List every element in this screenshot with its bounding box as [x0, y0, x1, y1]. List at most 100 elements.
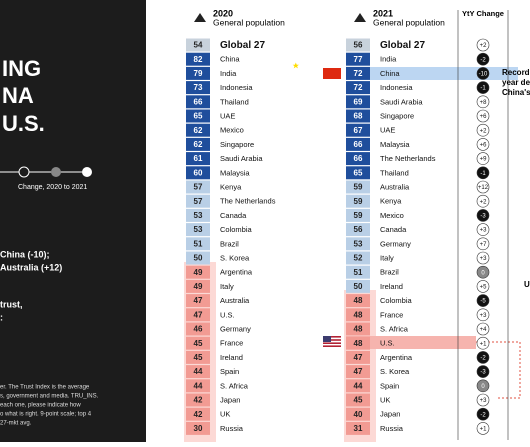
value-label: 72: [354, 69, 363, 78]
change-label: -10: [479, 71, 488, 77]
value-label: 60: [194, 168, 203, 177]
value-cell: [346, 66, 370, 80]
value-label: 79: [194, 69, 203, 78]
value-cell: [186, 194, 210, 208]
value-label: 59: [354, 197, 363, 206]
value-label: 42: [194, 410, 203, 419]
change-circle: [476, 422, 490, 435]
country: France: [380, 310, 403, 319]
footnote-line: s, government and media. TRU_INS.: [0, 394, 99, 400]
change-circle: [476, 180, 490, 194]
value-cell: [186, 407, 210, 421]
country: U.S.: [380, 339, 395, 348]
value-label: 82: [194, 55, 203, 64]
value-label: 66: [354, 140, 363, 149]
value-cell: [346, 194, 370, 208]
country: Japan: [380, 410, 400, 419]
change-circle: [476, 365, 490, 378]
country: Mexico: [380, 211, 404, 220]
country: Ireland: [380, 282, 403, 291]
change-label: 0: [481, 384, 485, 390]
country: Colombia: [220, 225, 253, 234]
value-cell: [186, 294, 210, 308]
value-label: 46: [194, 325, 203, 334]
value-cell: [346, 52, 370, 66]
country: Kenya: [380, 197, 402, 206]
change-circle: [476, 166, 490, 180]
change-label: +3: [480, 398, 488, 404]
change-circle: [476, 67, 490, 80]
change-circle: [476, 52, 490, 66]
value-cell: [186, 166, 210, 180]
value-cell: [186, 336, 210, 350]
country: Argentina: [220, 268, 253, 277]
change-label: +3: [480, 313, 488, 319]
value-label: 45: [354, 396, 363, 405]
country: S. Korea: [220, 253, 250, 262]
country: China: [220, 55, 240, 64]
change-circle: [476, 294, 490, 307]
change-label: -2: [480, 57, 486, 63]
year: 2020: [213, 8, 233, 18]
change-label: -2: [480, 355, 486, 361]
value-label: 62: [194, 126, 203, 135]
value-label: 45: [194, 353, 203, 362]
change-circle: [476, 336, 490, 350]
change-label: -3: [480, 213, 486, 219]
change-label: +1: [480, 341, 488, 347]
value-label: 59: [354, 211, 363, 220]
country: Italy: [380, 253, 394, 262]
change-circle: [476, 280, 490, 293]
us-flag: [323, 336, 341, 347]
value-label: 68: [354, 112, 363, 121]
china-highlight: [346, 67, 518, 80]
change-label: +2: [480, 199, 488, 205]
annotation: Record: [502, 68, 530, 77]
value-label: 54: [194, 41, 203, 50]
value-cell: [346, 38, 370, 52]
change-circle: [476, 81, 490, 94]
title-line: U.S.: [2, 111, 45, 136]
legend-text: Change, 2020 to 2021: [18, 184, 87, 191]
value-label: 77: [354, 55, 363, 64]
value-label: 52: [354, 254, 363, 263]
value-label: 44: [354, 381, 363, 390]
country: Thailand: [220, 97, 249, 106]
country: Indonesia: [380, 83, 413, 92]
country: Australia: [380, 182, 410, 191]
change-label: +3: [480, 256, 488, 262]
value-cell: [346, 137, 370, 151]
annotation: China's: [502, 88, 530, 97]
value-cell: [346, 237, 370, 251]
value-label: 48: [354, 325, 363, 334]
note: trust,: [0, 299, 23, 309]
value-label: 62: [194, 140, 203, 149]
country: Ireland: [220, 353, 243, 362]
value-label: 47: [354, 353, 363, 362]
value-label: 57: [194, 197, 203, 206]
country: Spain: [220, 367, 239, 376]
change-label: +4: [480, 327, 488, 333]
value-cell: [186, 223, 210, 237]
value-cell: [346, 322, 370, 336]
country: Malaysia: [220, 168, 250, 177]
value-cell: [186, 95, 210, 109]
value-cell: [346, 166, 370, 180]
value-label: 50: [354, 282, 363, 291]
change-circle: [476, 138, 490, 151]
footnote-line: er. The Trust Index is the average: [0, 385, 90, 391]
value-cell: [186, 52, 210, 66]
value-cell: [186, 308, 210, 322]
country: UAE: [220, 111, 235, 120]
value-cell: [186, 81, 210, 95]
value-label: 67: [354, 126, 363, 135]
left-title: ING NA U.S.: [2, 56, 45, 136]
value-label: 45: [194, 339, 203, 348]
country: S. Africa: [220, 381, 249, 390]
value-cell: [346, 223, 370, 237]
value-cell: [186, 66, 210, 80]
country: Thailand: [380, 168, 409, 177]
value-cell: [346, 336, 370, 350]
change-circle: [476, 123, 490, 137]
value-label: 50: [194, 254, 203, 263]
